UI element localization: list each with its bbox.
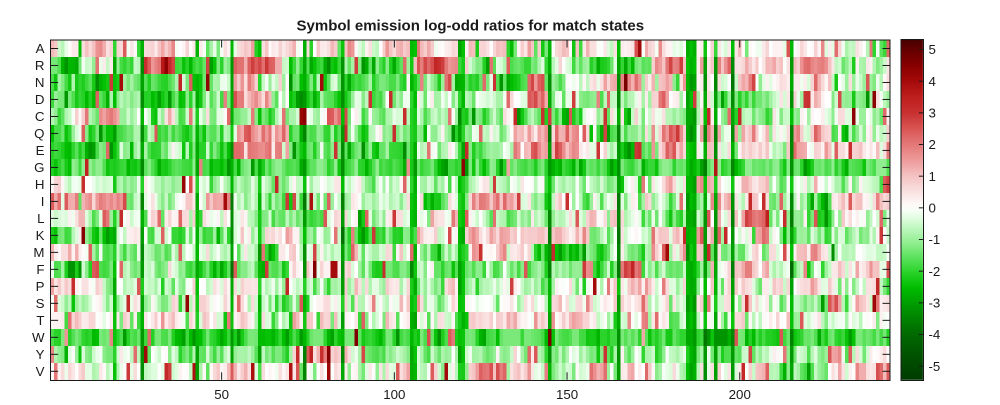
svg-text:Q: Q xyxy=(34,126,44,141)
svg-text:-1: -1 xyxy=(929,232,941,247)
svg-text:D: D xyxy=(35,92,45,107)
svg-text:F: F xyxy=(36,262,44,277)
svg-text:E: E xyxy=(36,143,45,158)
svg-text:R: R xyxy=(35,58,45,73)
svg-text:T: T xyxy=(36,313,44,328)
svg-text:0: 0 xyxy=(929,200,936,215)
svg-text:A: A xyxy=(36,41,45,56)
svg-text:C: C xyxy=(35,109,45,124)
svg-text:Y: Y xyxy=(36,347,45,362)
svg-text:5: 5 xyxy=(929,42,936,57)
svg-text:-5: -5 xyxy=(929,359,941,374)
svg-text:P: P xyxy=(36,279,45,294)
svg-text:150: 150 xyxy=(556,387,578,400)
svg-text:200: 200 xyxy=(729,387,751,400)
svg-text:50: 50 xyxy=(214,387,229,400)
svg-text:G: G xyxy=(34,160,44,175)
svg-text:-3: -3 xyxy=(929,295,941,310)
svg-text:N: N xyxy=(35,75,45,90)
svg-text:Symbol emission log-odd ratios: Symbol emission log-odd ratios for match… xyxy=(297,17,645,34)
svg-text:3: 3 xyxy=(929,105,936,120)
svg-text:W: W xyxy=(32,330,45,345)
svg-text:I: I xyxy=(41,194,45,209)
svg-text:-2: -2 xyxy=(929,264,941,279)
svg-text:-4: -4 xyxy=(929,327,941,342)
svg-text:100: 100 xyxy=(383,387,405,400)
svg-text:K: K xyxy=(36,228,45,243)
svg-text:V: V xyxy=(36,364,45,379)
svg-text:H: H xyxy=(35,177,45,192)
svg-text:4: 4 xyxy=(929,74,936,89)
svg-text:M: M xyxy=(33,245,44,260)
svg-text:L: L xyxy=(37,211,44,226)
svg-text:S: S xyxy=(36,296,45,311)
svg-text:2: 2 xyxy=(929,137,936,152)
svg-text:1: 1 xyxy=(929,169,936,184)
